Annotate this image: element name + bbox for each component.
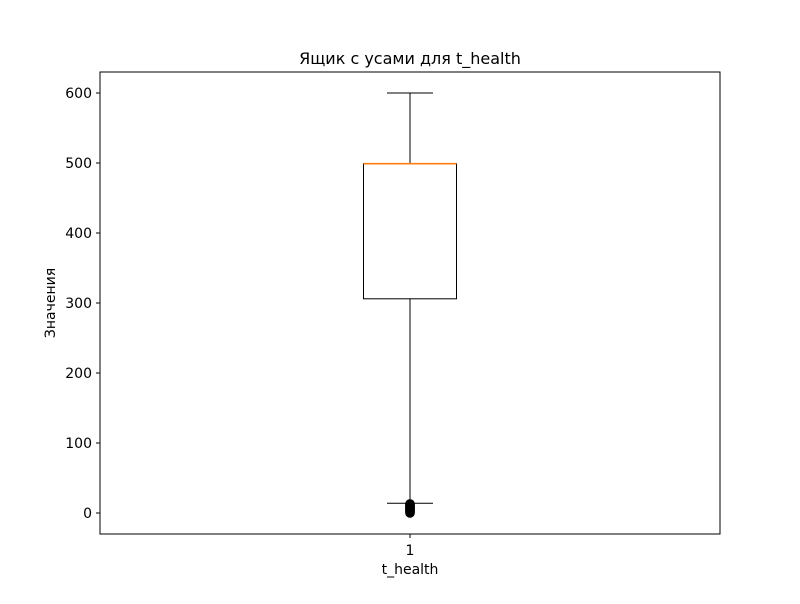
y-axis: 0 100 200 300 400 500 600 bbox=[65, 86, 100, 522]
x-axis: 1 bbox=[406, 534, 415, 559]
y-axis-label: Значения bbox=[43, 268, 59, 338]
iqr-box bbox=[363, 163, 457, 300]
y-tick-label: 200 bbox=[65, 366, 92, 382]
y-tick-label: 400 bbox=[65, 226, 92, 242]
box-plot bbox=[363, 92, 457, 518]
y-tick-label: 100 bbox=[65, 436, 92, 452]
chart-title: Ящик с усами для t_health bbox=[299, 49, 521, 69]
y-tick-label: 0 bbox=[83, 506, 92, 522]
outlier-point bbox=[405, 499, 415, 509]
box-group bbox=[363, 92, 457, 518]
y-tick-label: 300 bbox=[65, 296, 92, 312]
x-axis-label: t_health bbox=[382, 562, 439, 578]
x-tick-label: 1 bbox=[406, 543, 415, 559]
y-tick-label: 500 bbox=[65, 156, 92, 172]
y-tick-label: 600 bbox=[65, 86, 92, 102]
plot-frame bbox=[99, 71, 721, 535]
